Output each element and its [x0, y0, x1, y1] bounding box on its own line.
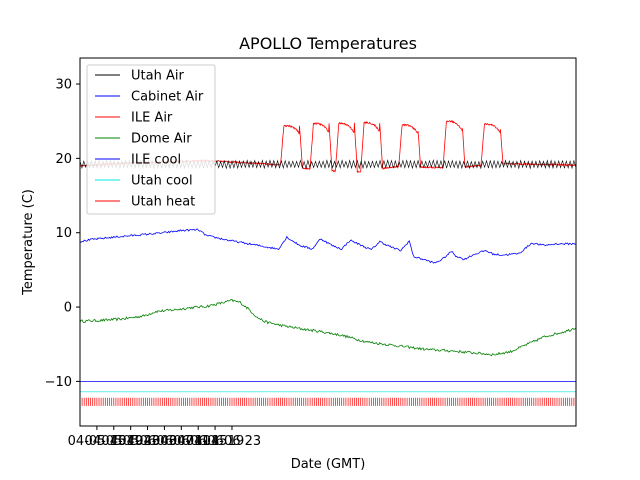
x-tick-label: 04-06 03	[118, 434, 176, 449]
y-tick-label: 20	[55, 152, 72, 167]
legend-entry: Cabinet Air	[131, 90, 204, 105]
x-tick-label: 04-06 23	[203, 434, 261, 449]
legend: Utah Air Cabinet Air ILE Air Dome Air ILE co…	[86, 64, 216, 215]
y-axis-label: Temperature (C)	[21, 189, 36, 296]
chart-title: APOLLO Temperatures	[239, 34, 417, 53]
legend-entry: ILE cool	[131, 153, 181, 168]
legend-box	[86, 64, 216, 215]
x-tick-label: 04-06 11	[152, 434, 210, 449]
axes-frame	[79, 57, 577, 427]
series-cabinet-air	[80, 228, 576, 264]
series-utah-heat	[80, 397, 576, 406]
legend-entry: ILE Air	[131, 111, 173, 126]
legend-entry: Utah heat	[131, 195, 195, 210]
y-tick-label: 0	[64, 301, 72, 316]
legend-entry: Utah Air	[131, 69, 184, 84]
legend-entry: Dome Air	[131, 132, 192, 147]
legend-entry: Utah cool	[131, 174, 193, 189]
y-tick-label: −10	[45, 375, 72, 390]
x-tick-label: 04-05 19	[85, 434, 143, 449]
x-tick-label: 04-06 07	[135, 434, 193, 449]
y-tick-label: 30	[55, 78, 72, 93]
series-dome-air	[80, 298, 576, 357]
x-tick-label: 04-05 23	[101, 434, 159, 449]
x-tick-label: 04-05 15	[68, 434, 126, 449]
y-tick-label: 10	[55, 226, 72, 241]
x-axis-label: Date (GMT)	[291, 457, 366, 472]
x-tick-label: 04-06 15	[169, 434, 227, 449]
x-tick-label: 04-06 19	[186, 434, 244, 449]
